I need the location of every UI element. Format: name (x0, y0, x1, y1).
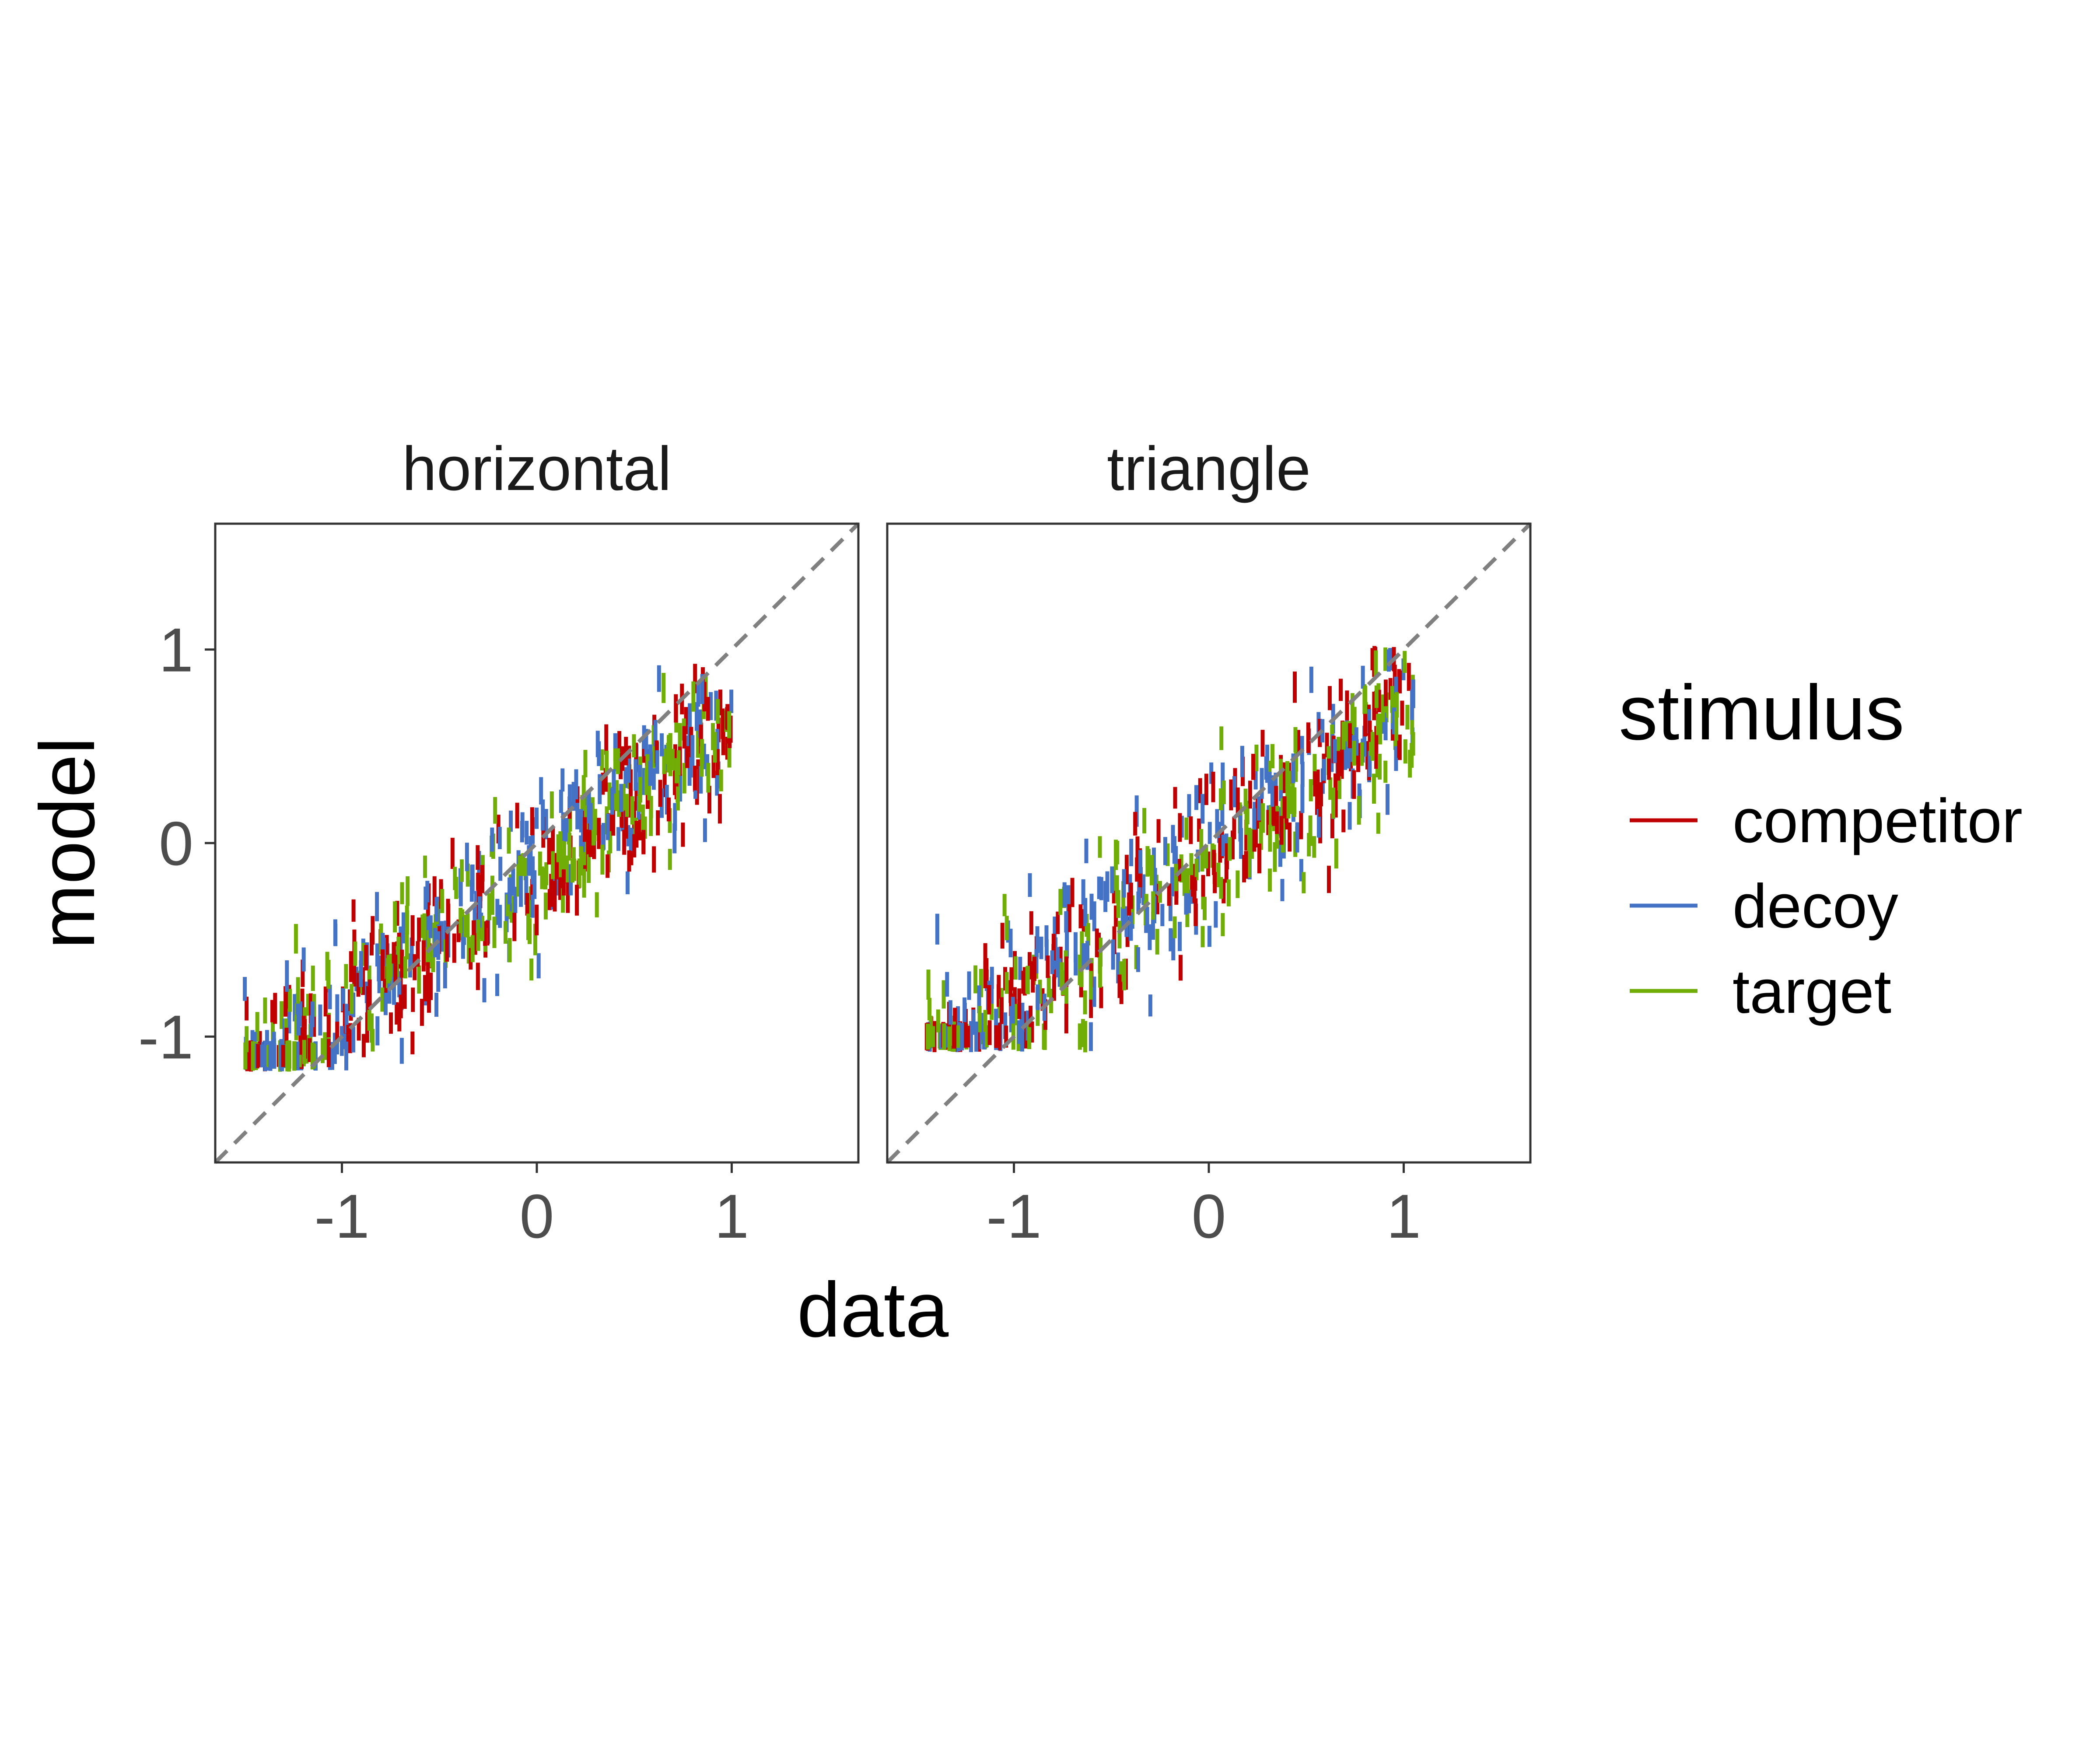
x-tick-label: 0 (1192, 1182, 1226, 1251)
x-tick-label: 1 (1386, 1182, 1421, 1251)
legend-label-decoy: decoy (1732, 872, 1898, 941)
y-tick-label: 1 (159, 616, 193, 685)
legend-label-target: target (1732, 957, 1891, 1026)
panel-title-horizontal: horizontal (402, 434, 672, 504)
x-axis-title: data (797, 1266, 948, 1353)
legend-title: stimulus (1619, 669, 1904, 756)
y-tick-label: 0 (159, 809, 193, 878)
y-axis-title: model (24, 737, 111, 949)
panel-horizontal: horizontal -1 0 1 -1 0 1 (138, 434, 860, 1251)
y-axis: -1 0 1 (138, 616, 215, 1072)
y-tick-label: -1 (138, 1002, 193, 1072)
points-triangle (924, 646, 1415, 1053)
legend: stimulus competitor decoy target (1619, 669, 2023, 1026)
x-tick-label: 0 (520, 1182, 554, 1251)
panel-triangle: triangle -1 0 1 (886, 434, 1532, 1251)
points-horizontal (243, 664, 734, 1072)
x-axis-triangle: -1 0 1 (986, 1162, 1421, 1251)
legend-label-competitor: competitor (1732, 786, 2023, 856)
panel-title-triangle: triangle (1107, 434, 1311, 504)
reference-line-triangle (886, 522, 1532, 1164)
reference-line-horizontal (214, 522, 860, 1164)
x-tick-label: 1 (714, 1182, 749, 1251)
x-tick-label: -1 (314, 1182, 369, 1251)
x-tick-label: -1 (986, 1182, 1041, 1251)
x-axis-horizontal: -1 0 1 (314, 1162, 749, 1251)
legend-entries: competitor decoy target (1630, 786, 2023, 1026)
